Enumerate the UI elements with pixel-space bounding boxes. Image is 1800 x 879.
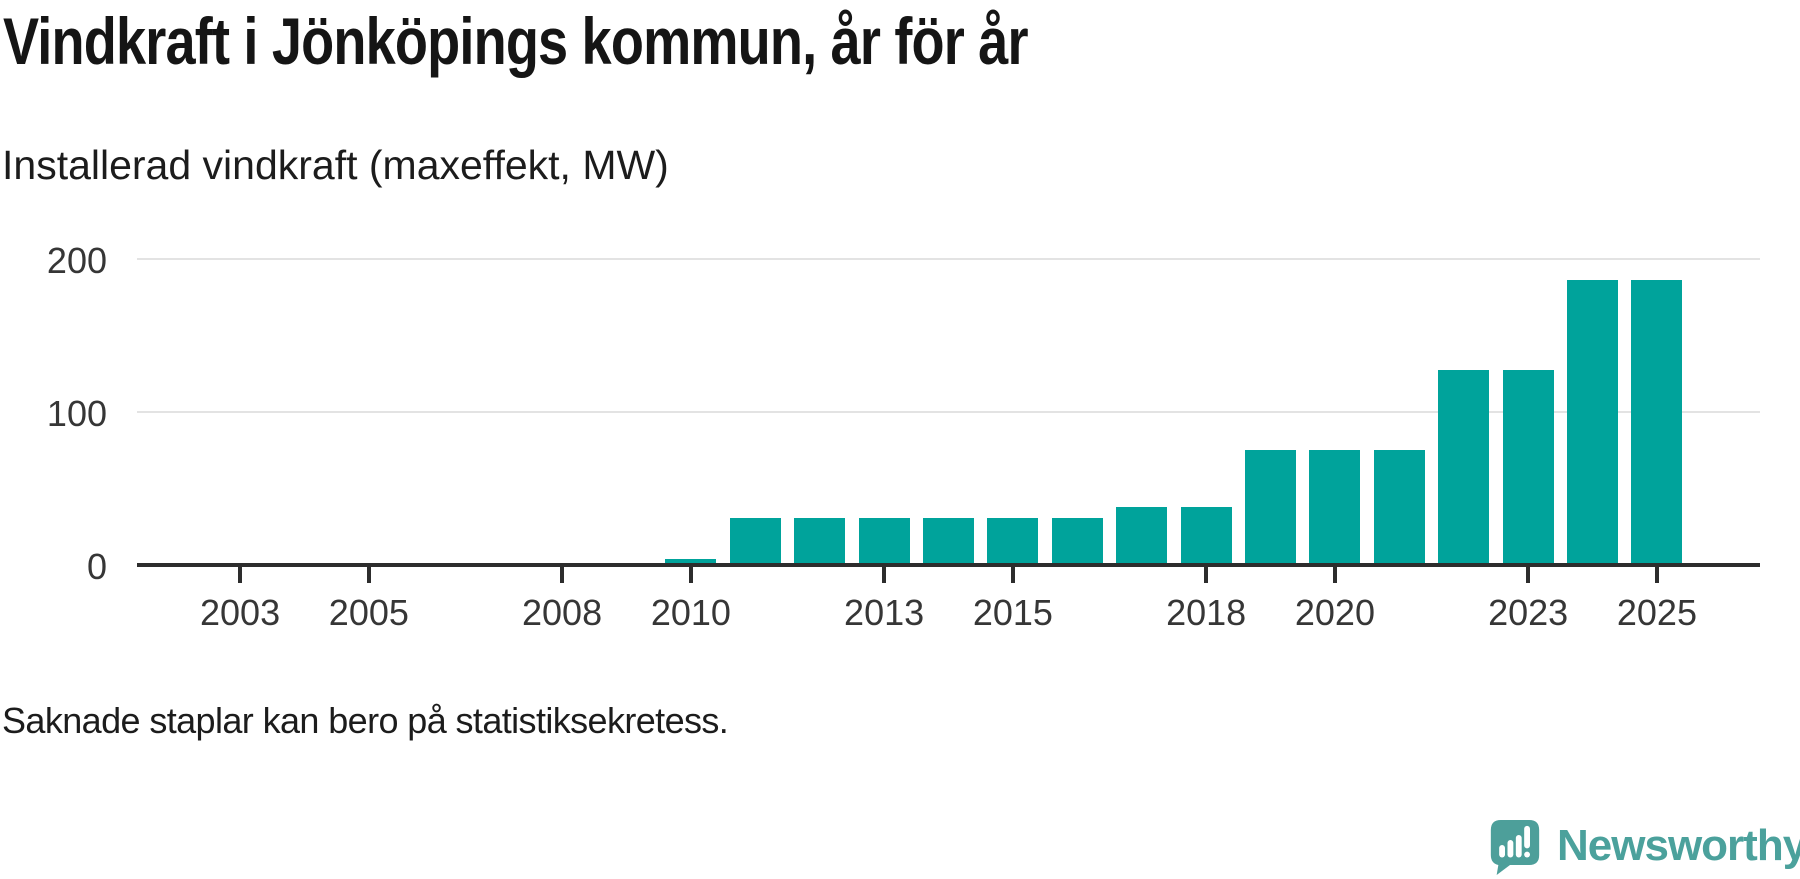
bar-2024 — [1567, 280, 1619, 567]
x-tick-2015 — [1010, 567, 1015, 583]
x-tick-2005 — [366, 567, 371, 583]
bar-2021 — [1373, 450, 1425, 567]
x-tick-label: 2003 — [200, 592, 281, 633]
x-tick-2010 — [688, 567, 693, 583]
bar-2013 — [858, 517, 910, 567]
bar-2012 — [794, 517, 846, 567]
logo-bar-tall — [1515, 835, 1522, 858]
y-tick-label: 100 — [46, 392, 107, 434]
bar-2020 — [1309, 450, 1361, 567]
x-tick-label: 2013 — [844, 592, 925, 633]
bar-2016 — [1051, 517, 1103, 567]
x-tick-2003 — [238, 567, 243, 583]
bar-2025 — [1631, 280, 1683, 567]
bar-2017 — [1116, 506, 1168, 567]
x-tick-2020 — [1332, 567, 1337, 583]
bar-2019 — [1245, 450, 1297, 567]
x-tick-label: 2025 — [1616, 592, 1697, 633]
x-tick-label: 2018 — [1166, 592, 1247, 633]
y-gridline-100 — [137, 410, 1760, 413]
x-tick-label: 2020 — [1294, 592, 1375, 633]
x-tick-2008 — [560, 567, 565, 583]
y-tick-label: 0 — [86, 546, 107, 587]
bar-2018 — [1180, 506, 1232, 567]
x-tick-2018 — [1204, 567, 1209, 583]
x-tick-label: 2015 — [972, 592, 1053, 633]
bar-2015 — [987, 517, 1039, 567]
logo-bar-medium — [1507, 840, 1514, 858]
y-tick-label: 200 — [46, 239, 107, 281]
x-tick-2025 — [1654, 567, 1659, 583]
chart-subtitle: Installerad vindkraft (maxeffekt, MW) — [2, 142, 669, 188]
bar-2023 — [1502, 370, 1554, 567]
bar-2010 — [665, 558, 717, 567]
chart-title: Vindkraft i Jönköpings kommun, år för år — [3, 4, 1029, 78]
y-gridline-200 — [137, 257, 1760, 260]
x-tick-2023 — [1526, 567, 1531, 583]
bar-2022 — [1438, 370, 1490, 567]
bar-2011 — [729, 517, 781, 567]
x-tick-label: 2010 — [650, 592, 731, 633]
logo-exclamation-dot — [1524, 851, 1530, 858]
bar-2014 — [923, 517, 974, 567]
x-tick-label: 2005 — [328, 592, 409, 633]
x-tick-2013 — [882, 567, 887, 583]
chart-footnote: Saknade staplar kan bero på statistiksek… — [2, 700, 729, 741]
newsworthy-logo-icon — [1490, 820, 1540, 875]
x-axis — [137, 563, 1760, 567]
logo-exclamation-bar — [1524, 825, 1530, 849]
x-tick-label: 2023 — [1488, 592, 1569, 633]
brand-name: Newsworthy — [1557, 821, 1800, 870]
logo-bar-small — [1499, 845, 1505, 858]
x-tick-label: 2008 — [522, 592, 603, 633]
